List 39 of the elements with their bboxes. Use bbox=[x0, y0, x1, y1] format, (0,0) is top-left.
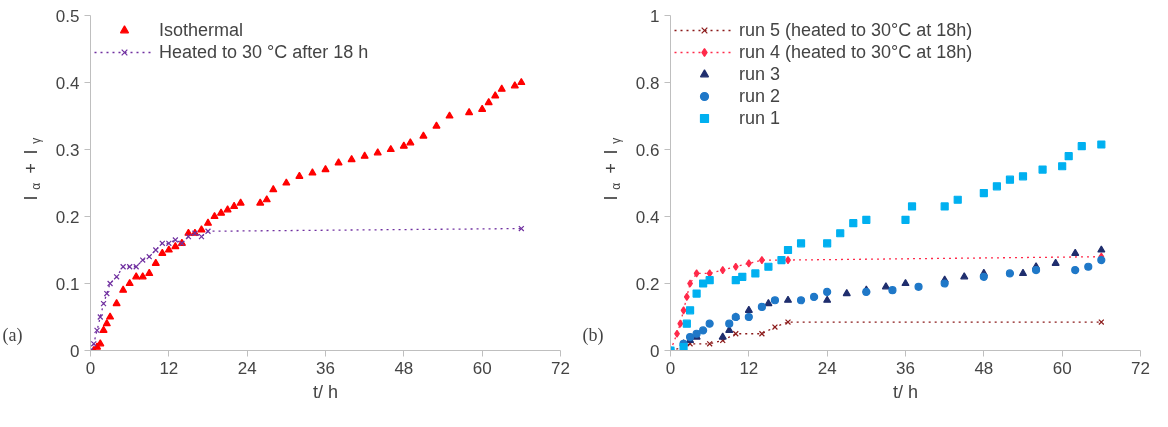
y-tick-label: 0.1 bbox=[55, 274, 80, 294]
x-axis-title: t/ h bbox=[312, 381, 339, 402]
x-tick-label: 0 bbox=[665, 358, 676, 378]
text: (a) bbox=[2, 324, 23, 346]
y-tick-label: 0.3 bbox=[55, 140, 80, 160]
x-tick-label: 60 bbox=[472, 358, 492, 378]
y-tick-label: 0.2 bbox=[55, 207, 80, 227]
legend-label: run 3 bbox=[739, 63, 781, 85]
y-tick-label: 0 bbox=[70, 341, 80, 361]
y-tick-label: 0 bbox=[650, 341, 660, 361]
x-tick-label: 36 bbox=[896, 358, 915, 378]
y-axis-title: Iα + Iγ bbox=[20, 137, 43, 201]
y-tick-label: 0.6 bbox=[635, 140, 660, 160]
x-tick-label: 12 bbox=[739, 358, 759, 378]
legend-label: Isothermal bbox=[159, 19, 244, 41]
x-tick-label: 36 bbox=[316, 358, 335, 378]
y-axis-title: Iα + Iγ bbox=[600, 137, 623, 201]
y-tick-label: 0.5 bbox=[55, 6, 80, 26]
x-tick-label: 24 bbox=[817, 358, 837, 378]
legend-label: run 1 bbox=[739, 107, 781, 129]
x-tick-label: 48 bbox=[974, 358, 994, 378]
x-tick-label: 72 bbox=[1131, 358, 1150, 378]
y-tick-label: 0.8 bbox=[635, 73, 660, 93]
x-tick-label: 60 bbox=[1052, 358, 1072, 378]
y-tick-label: 1 bbox=[650, 6, 660, 26]
x-tick-label: 12 bbox=[159, 358, 179, 378]
x-axis-title: t/ h bbox=[892, 381, 919, 402]
y-tick-label: 0.2 bbox=[635, 274, 660, 294]
legend-label: run 2 bbox=[739, 85, 781, 107]
legend-label: Heated to 30 °C after 18 h bbox=[159, 41, 369, 63]
y-tick-label: 0.4 bbox=[55, 73, 80, 93]
x-tick-label: 0 bbox=[85, 358, 96, 378]
y-tick-label: 0.4 bbox=[635, 207, 660, 227]
x-tick-label: 48 bbox=[394, 358, 414, 378]
text: (b) bbox=[582, 324, 604, 346]
x-tick-label: 24 bbox=[237, 358, 257, 378]
x-tick-label: 72 bbox=[551, 358, 570, 378]
legend-label: run 5 (heated to 30°C at 18h) bbox=[739, 19, 973, 41]
legend-label: run 4 (heated to 30°C at 18h) bbox=[739, 41, 973, 63]
